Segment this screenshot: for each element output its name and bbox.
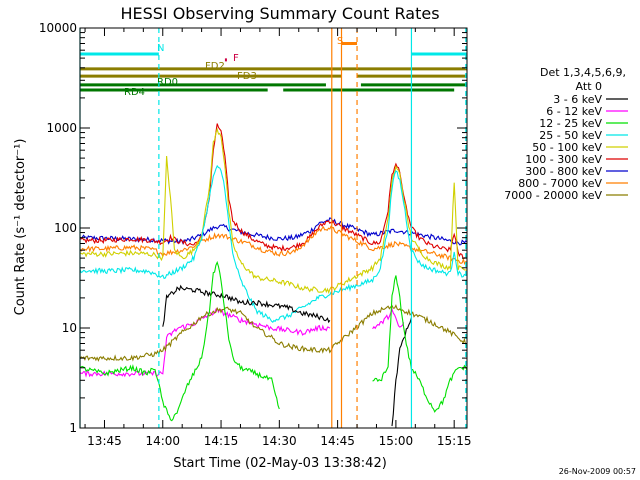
y-tick-label-3: 1000 — [46, 121, 77, 135]
series-line-3 — [79, 127, 468, 295]
legend-label-5: 100 - 300 keV — [525, 153, 602, 166]
flag-label-f: F — [233, 53, 239, 64]
series-line-5 — [162, 284, 331, 327]
y-tick-label-2: 100 — [54, 221, 77, 235]
x-axis-ticks: 13:45 14:00 14:15 14:30 14:45 15:00 15:15 — [84, 28, 472, 448]
y-axis-label: Count Rate (s⁻¹ detector⁻¹) — [13, 139, 28, 316]
series-line-4 — [79, 164, 468, 323]
x-tick-label-4: 14:45 — [320, 434, 355, 448]
series-line-0 — [79, 217, 468, 246]
y-tick-label-0: 1 — [69, 421, 77, 435]
flag-label-rd4: RD4 — [124, 87, 145, 98]
flag-label-rd0: RD0 — [157, 77, 178, 88]
series-line-11 — [372, 275, 468, 413]
legend-label-2: 12 - 25 keV — [539, 117, 602, 130]
series-line-8 — [372, 307, 405, 330]
chart-title: HESSI Observing Summary Count Rates — [120, 4, 439, 23]
legend-label-1: 6 - 12 keV — [546, 105, 602, 118]
legend-label-3: 25 - 50 keV — [539, 129, 602, 142]
series-line-7 — [79, 307, 331, 378]
x-tick-label-0: 13:45 — [87, 434, 122, 448]
x-tick-label-2: 14:15 — [204, 434, 239, 448]
x-tick-label-1: 14:00 — [145, 434, 180, 448]
plot-lines — [79, 123, 468, 427]
x-tick-label-6: 15:15 — [437, 434, 472, 448]
y-axis-ticks: 1 10 100 1000 10000 — [39, 21, 467, 435]
x-tick-label-3: 14:30 — [262, 434, 297, 448]
flag-label-s: S — [337, 36, 343, 47]
x-axis-label: Start Time (02-May-03 13:38:42) — [173, 456, 387, 471]
legend-label-4: 50 - 100 keV — [532, 141, 602, 154]
series-line-6 — [391, 317, 412, 427]
series-line-9 — [79, 304, 468, 362]
flag-label-n: N — [157, 43, 164, 54]
series-line-10 — [79, 260, 280, 422]
flag-label-fd2: FD2 — [205, 61, 225, 72]
legend-label-7: 800 - 7000 keV — [518, 177, 602, 190]
x-tick-label-5: 15:00 — [379, 434, 414, 448]
y-tick-label-1: 10 — [62, 321, 77, 335]
flag-label-fd3: FD3 — [237, 71, 257, 82]
legend-label-6: 300 - 800 keV — [525, 165, 602, 178]
series-line-2 — [79, 225, 468, 265]
orbit-flags: N S F FD2 FD3 RD0 RD4 — [80, 36, 467, 98]
legend-label-8: 7000 - 20000 keV — [504, 189, 602, 202]
legend-label-0: 3 - 6 keV — [553, 93, 602, 106]
legend-header-1: Att 0 — [576, 80, 602, 93]
legend-header-0: Det 1,3,4,5,6,9, — [540, 66, 626, 79]
y-tick-label-4: 10000 — [39, 21, 77, 35]
footer-timestamp: 26-Nov-2009 00:57 — [559, 467, 636, 476]
